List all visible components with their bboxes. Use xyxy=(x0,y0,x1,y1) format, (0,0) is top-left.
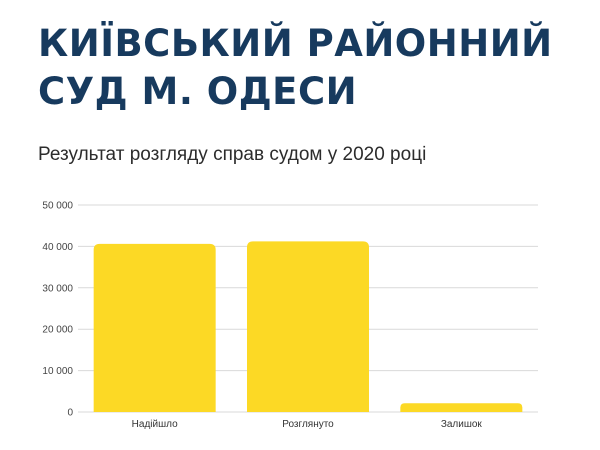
y-tick-label: 10 000 xyxy=(42,366,73,377)
y-tick-label: 40 000 xyxy=(42,242,73,253)
y-tick-label: 50 000 xyxy=(42,201,73,212)
y-tick-label: 20 000 xyxy=(42,325,73,336)
bar-3 xyxy=(400,403,523,412)
y-axis-ticks: 0 10 000 20 000 30 000 40 000 50 000 xyxy=(42,201,73,419)
bars xyxy=(93,241,523,412)
x-category-label: Розглянуто xyxy=(282,419,334,430)
x-category-label: Надійшло xyxy=(132,419,178,430)
y-tick-label: 30 000 xyxy=(42,283,73,294)
bar-1 xyxy=(93,243,216,412)
x-category-label: Залишок xyxy=(441,419,483,430)
x-axis-labels: Надійшло Розглянуто Залишок xyxy=(132,419,483,430)
y-tick-label: 0 xyxy=(67,408,73,419)
chart-title: Результат розгляду справ судом у 2020 ро… xyxy=(38,144,427,165)
bar-2 xyxy=(247,241,369,412)
page-title: КИЇВСЬКИЙ РАЙОННИЙ СУД М. ОДЕСИ xyxy=(38,22,553,113)
